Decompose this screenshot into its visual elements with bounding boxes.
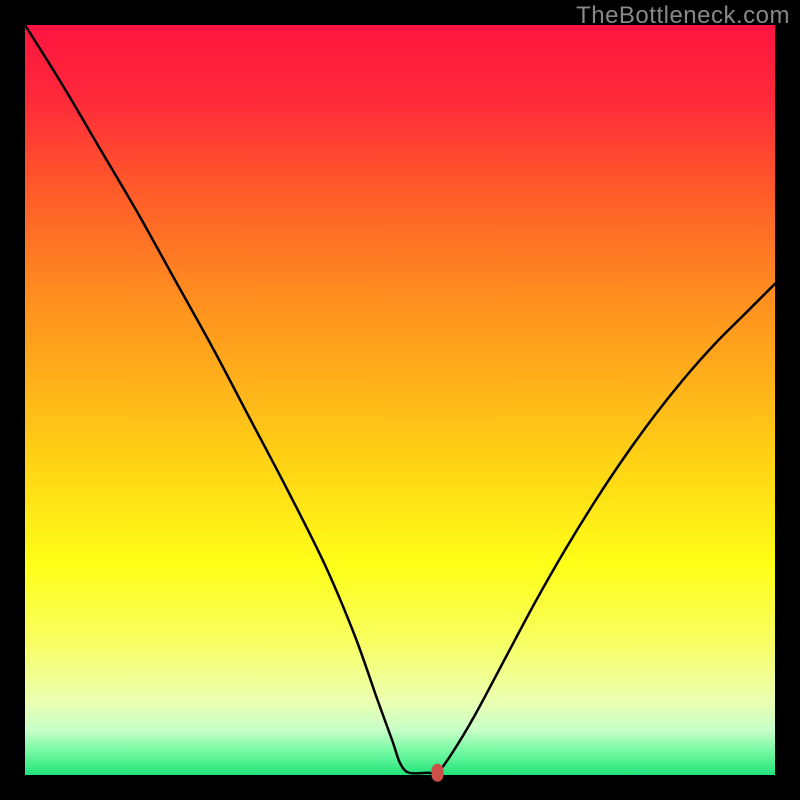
- highlight-marker: [432, 764, 444, 782]
- watermark-text: TheBottleneck.com: [576, 2, 790, 30]
- plot-area: [25, 25, 775, 775]
- bottleneck-curve: [25, 25, 775, 774]
- outer-frame: TheBottleneck.com: [0, 0, 800, 800]
- curve-layer: [25, 25, 775, 775]
